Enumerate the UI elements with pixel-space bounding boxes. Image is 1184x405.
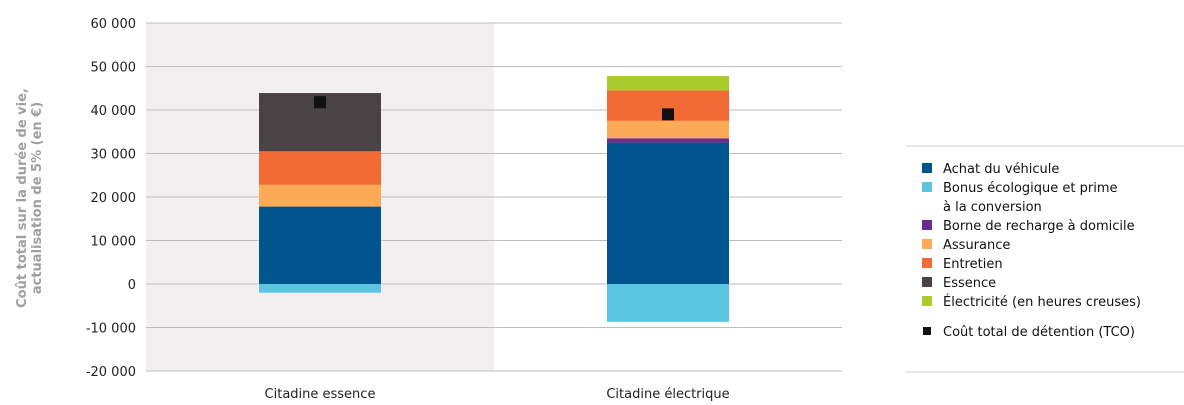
legend-entry: Assurance <box>943 238 1010 253</box>
category-label: Citadine essence <box>265 387 376 402</box>
legend-swatch <box>922 258 932 268</box>
legend-swatch <box>922 163 932 173</box>
legend-entry-continued: à la conversion <box>943 200 1042 215</box>
bar-segment <box>607 120 729 139</box>
bar-segment <box>259 206 381 284</box>
legend-swatch <box>922 220 932 230</box>
y-tick-label: 10 000 <box>91 235 137 250</box>
legend-entry: Borne de recharge à domicile <box>943 219 1135 234</box>
bar-segment <box>259 151 381 185</box>
bar-segment <box>607 284 729 322</box>
category-labels: Citadine essence Citadine électrique <box>265 387 730 402</box>
y-tick-label: 30 000 <box>91 148 137 163</box>
bar-segment <box>259 284 381 293</box>
bar-segment <box>607 76 729 91</box>
bar-segment <box>259 184 381 207</box>
legend-entry: Essence <box>943 276 996 291</box>
y-axis-label: Coût total sur la durée de vie,actualisa… <box>15 88 45 308</box>
legend-entry: Électricité (en heures creuses) <box>943 294 1141 310</box>
y-axis-ticks: 60 000 50 000 40 000 30 000 20 000 10 000 0 -10… <box>86 17 136 380</box>
y-axis-label-line: Coût total sur la durée de vie, <box>15 88 30 308</box>
bar-segment <box>607 142 729 284</box>
tco-marker <box>314 96 326 109</box>
legend: Achat du véhicule Bonus écologique et pri… <box>906 145 1184 373</box>
legend-entry: Bonus écologique et prime <box>943 181 1118 196</box>
legend-swatch <box>922 296 932 306</box>
legend-swatch <box>922 239 932 249</box>
legend-swatch <box>922 182 932 192</box>
tco-marker <box>662 108 674 121</box>
bar-segment <box>607 138 729 143</box>
y-tick-label: 20 000 <box>91 191 137 206</box>
legend-entry: Entretien <box>943 257 1003 272</box>
y-tick-label: 50 000 <box>91 61 137 76</box>
y-tick-label: 60 000 <box>91 17 137 32</box>
y-tick-label: -20 000 <box>86 365 136 380</box>
legend-tco-entry: Coût total de détention (TCO) <box>943 325 1135 340</box>
bars <box>259 76 729 322</box>
y-tick-label: 40 000 <box>91 104 137 119</box>
y-axis-label-line: actualisation de 5% (en €) <box>30 102 45 294</box>
legend-entry: Achat du véhicule <box>943 162 1059 177</box>
legend-tco-swatch <box>923 327 931 335</box>
category-label: Citadine électrique <box>606 387 729 402</box>
y-tick-label: -10 000 <box>86 322 136 337</box>
y-tick-label: 0 <box>128 278 136 293</box>
tco-markers <box>314 96 674 121</box>
legend-swatch <box>922 277 932 287</box>
